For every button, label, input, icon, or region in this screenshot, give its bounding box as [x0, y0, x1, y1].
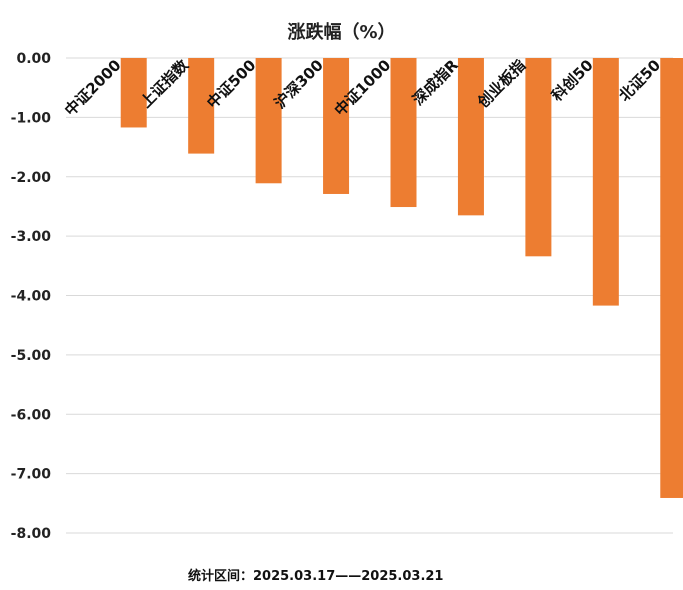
y-tick-label: -4.00 — [11, 289, 52, 305]
bar — [457, 58, 484, 216]
category-label: 科创50 — [548, 56, 597, 105]
bar — [120, 58, 147, 128]
y-tick-label: -1.00 — [11, 110, 52, 126]
y-tick-label: -3.00 — [11, 229, 52, 245]
bar — [188, 58, 215, 154]
footnote: 统计区间：2025.03.17——2025.03.21 — [188, 569, 444, 584]
y-tick-label: -2.00 — [11, 170, 52, 186]
category-label: 中证2000 — [61, 56, 124, 119]
y-tick-label: -8.00 — [11, 526, 52, 542]
y-tick-label: 0.00 — [16, 51, 51, 67]
bar — [525, 58, 552, 257]
y-tick-label: -5.00 — [11, 348, 52, 364]
y-tick-label: -7.00 — [11, 467, 52, 483]
bar — [255, 58, 282, 184]
y-tick-label: -6.00 — [11, 407, 52, 423]
chart-title: 涨跌幅（%） — [287, 22, 396, 43]
bar — [323, 58, 350, 194]
bar — [660, 58, 683, 498]
bar — [592, 58, 619, 306]
category-label: 深成指R — [409, 56, 462, 109]
category-label: 北证50 — [615, 56, 664, 105]
bar — [390, 58, 417, 208]
